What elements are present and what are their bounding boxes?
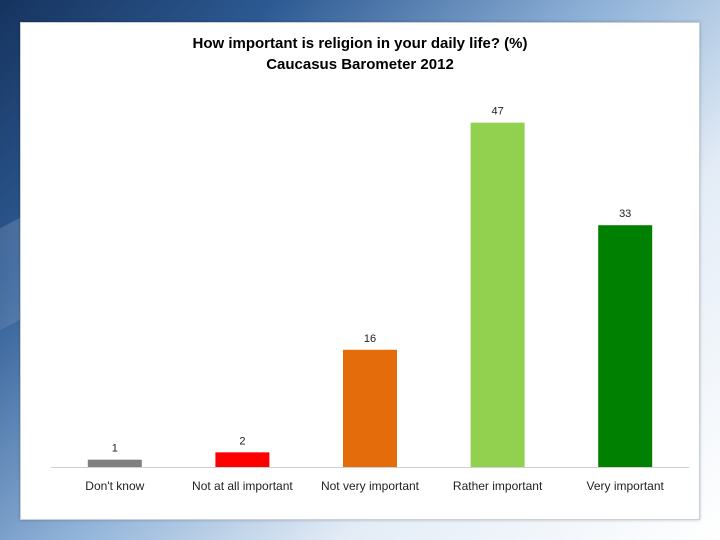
data-label: 1 — [112, 443, 118, 455]
data-label: 2 — [239, 435, 245, 447]
data-label: 16 — [364, 333, 376, 345]
bar-very-important — [598, 225, 653, 467]
category-label: Rather important — [453, 479, 543, 493]
data-label: 33 — [619, 208, 631, 220]
chart-panel: How important is religion in your daily … — [20, 22, 700, 520]
data-label: 47 — [491, 106, 503, 118]
bar-chart: 1 Don't know 2 Not at all important 16 Not ve… — [51, 106, 689, 493]
category-label: Not at all important — [192, 479, 293, 493]
category-label: Very important — [587, 479, 665, 493]
bar-not-at-all-important — [215, 452, 270, 467]
bar-not-very-important — [343, 349, 397, 467]
bar-don-t-know — [87, 459, 142, 467]
bar-rather-important — [470, 122, 525, 467]
chart-title: How important is religion in your daily … — [192, 35, 528, 52]
chart-subtitle: Caucasus Barometer 2012 — [266, 56, 454, 73]
category-label: Don't know — [85, 479, 144, 493]
chart-title-block: How important is religion in your daily … — [21, 33, 699, 75]
category-label: Not very important — [321, 479, 420, 493]
